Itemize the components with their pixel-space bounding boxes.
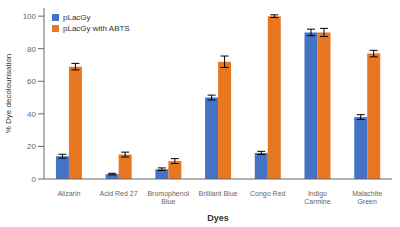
svg-text:BromophenolBlue: BromophenolBlue (147, 190, 189, 205)
svg-text:Alizarin: Alizarin (57, 190, 80, 197)
svg-text:40: 40 (27, 110, 36, 119)
svg-text:Dyes: Dyes (207, 213, 229, 223)
svg-text:Acid Red 27: Acid Red 27 (100, 190, 138, 197)
svg-text:60: 60 (27, 77, 36, 86)
html-text:pLacGy: pLacGy (63, 13, 91, 22)
svg-text:% Dye decolourisation: % Dye decolourisation (4, 54, 13, 134)
svg-text:80: 80 (27, 45, 36, 54)
svg-text:20: 20 (27, 142, 36, 151)
svg-text:MalachiteGreen: MalachiteGreen (352, 190, 382, 205)
svg-text:Congo Red: Congo Red (250, 190, 286, 198)
svg-text:IndigoCarmine: IndigoCarmine (304, 190, 331, 205)
svg-text:Brilliant Blue: Brilliant Blue (199, 190, 238, 197)
svg-text:0: 0 (32, 175, 37, 184)
html-text:pLacGy with ABTS: pLacGy with ABTS (63, 24, 130, 33)
svg-text:100: 100 (23, 12, 37, 21)
